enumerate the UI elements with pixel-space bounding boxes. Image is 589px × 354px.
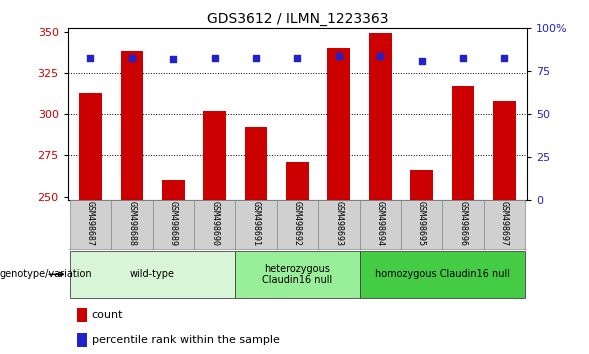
Point xyxy=(210,55,219,60)
Point xyxy=(86,55,95,60)
Bar xyxy=(121,51,143,200)
Point xyxy=(252,55,261,60)
Bar xyxy=(401,200,442,250)
Text: GSM498692: GSM498692 xyxy=(293,201,302,246)
Bar xyxy=(286,162,309,200)
Bar xyxy=(162,180,185,200)
Bar xyxy=(493,101,516,200)
Text: genotype/variation: genotype/variation xyxy=(0,269,92,279)
Bar xyxy=(70,251,236,298)
Bar xyxy=(452,86,474,200)
Bar xyxy=(318,200,359,250)
Text: GSM498693: GSM498693 xyxy=(335,201,343,246)
Text: GSM498690: GSM498690 xyxy=(210,201,219,246)
Text: percentile rank within the sample: percentile rank within the sample xyxy=(92,335,280,345)
Point xyxy=(458,55,468,60)
Title: GDS3612 / ILMN_1223363: GDS3612 / ILMN_1223363 xyxy=(207,12,388,26)
Bar xyxy=(327,48,350,200)
Bar xyxy=(359,251,525,298)
Point xyxy=(417,58,426,64)
Point xyxy=(127,55,137,60)
Text: homozygous Claudin16 null: homozygous Claudin16 null xyxy=(375,269,510,279)
Text: count: count xyxy=(92,310,123,320)
Bar xyxy=(70,200,111,250)
Text: GSM498694: GSM498694 xyxy=(376,201,385,246)
Bar xyxy=(244,127,267,200)
Bar xyxy=(484,200,525,250)
Point xyxy=(293,55,302,60)
Text: GSM498695: GSM498695 xyxy=(417,201,426,246)
Text: GSM498688: GSM498688 xyxy=(127,201,137,246)
Text: GSM498687: GSM498687 xyxy=(86,201,95,246)
Bar xyxy=(359,200,401,250)
Text: GSM498689: GSM498689 xyxy=(169,201,178,246)
Bar xyxy=(442,200,484,250)
Text: GSM498697: GSM498697 xyxy=(500,201,509,246)
Bar xyxy=(111,200,153,250)
Point xyxy=(499,55,509,60)
Text: GSM498696: GSM498696 xyxy=(458,201,468,246)
Bar xyxy=(194,200,236,250)
Bar xyxy=(153,200,194,250)
Point xyxy=(334,53,343,59)
Text: heterozygous
Claudin16 null: heterozygous Claudin16 null xyxy=(262,263,333,285)
Bar xyxy=(79,93,102,200)
Text: GSM498691: GSM498691 xyxy=(252,201,260,246)
Bar xyxy=(236,200,277,250)
Bar xyxy=(77,308,87,322)
Bar xyxy=(277,200,318,250)
Bar xyxy=(410,170,433,200)
Bar xyxy=(236,251,359,298)
Bar xyxy=(77,333,87,347)
Point xyxy=(168,56,178,62)
Text: wild-type: wild-type xyxy=(130,269,175,279)
Bar xyxy=(203,111,226,200)
Bar xyxy=(369,33,392,200)
Point xyxy=(376,53,385,59)
